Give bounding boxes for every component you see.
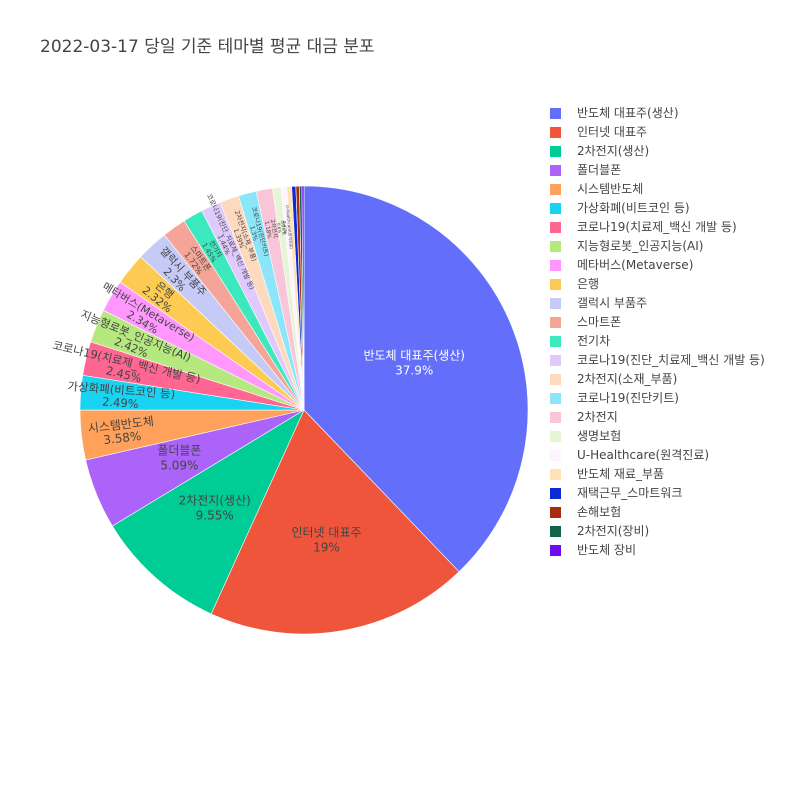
legend-item[interactable]: 반도체 재료_부품: [550, 466, 790, 485]
legend-item[interactable]: 은행: [550, 276, 790, 295]
legend-swatch: [550, 393, 561, 404]
legend-label: 2차전지: [577, 410, 618, 424]
legend-label: 2차전지(장비): [577, 524, 650, 538]
legend-item[interactable]: 코로나19(치료제_백신 개발 등): [550, 219, 790, 238]
legend-label: 은행: [577, 277, 600, 291]
legend-swatch: [550, 374, 561, 385]
slice-percent: 9.55%: [196, 508, 234, 522]
legend-label: 시스템반도체: [577, 182, 644, 196]
legend-label: 코로나19(치료제_백신 개발 등): [577, 220, 737, 234]
legend-item[interactable]: 2차전지(소재_부품): [550, 371, 790, 390]
legend-item[interactable]: 2차전지: [550, 409, 790, 428]
slice-label: U-Healthcare(원격진료): [285, 205, 295, 250]
legend-item[interactable]: 가상화폐(비트코인 등): [550, 200, 790, 219]
legend-label: 메타버스(Metaverse): [577, 258, 694, 272]
slice-percent: 2.49%: [102, 394, 140, 411]
legend-label: 가상화폐(비트코인 등): [577, 201, 690, 215]
legend-swatch: [550, 450, 561, 461]
slice-label: 2차전지(생산): [179, 493, 251, 507]
slice-percent: 19%: [313, 541, 340, 555]
pie-slice[interactable]: [303, 185, 529, 573]
slice-label: 생명보험: [280, 220, 288, 236]
legend-item[interactable]: U-Healthcare(원격진료): [550, 447, 790, 466]
legend-label: 스마트폰: [577, 315, 622, 329]
legend-item[interactable]: 재택근무_스마트워크: [550, 485, 790, 504]
legend-label: 손해보험: [577, 505, 622, 519]
slice-label-group: U-Healthcare(원격진료)0.42%: [282, 205, 295, 250]
slice-percent: 37.9%: [395, 364, 433, 378]
legend-item[interactable]: 반도체 장비: [550, 542, 790, 561]
legend-label: 2차전지(소재_부품): [577, 372, 678, 386]
legend-swatch: [550, 507, 561, 518]
legend-label: 반도체 장비: [577, 543, 637, 557]
pie-slice[interactable]: [111, 409, 305, 615]
slice-percent: 3.58%: [103, 429, 142, 447]
legend-item[interactable]: 반도체 대표주(생산): [550, 105, 790, 124]
legend-item[interactable]: 시스템반도체: [550, 181, 790, 200]
legend-item[interactable]: 코로나19(진단_치료제_백신 개발 등): [550, 352, 790, 371]
legend-swatch: [550, 469, 561, 480]
slice-label: 폴더블폰: [157, 443, 201, 457]
legend-item[interactable]: 갤럭시 부품주: [550, 295, 790, 314]
legend-swatch: [550, 241, 561, 252]
legend-item[interactable]: 지능형로봇_인공지능(AI): [550, 238, 790, 257]
legend-item[interactable]: 2차전지(생산): [550, 143, 790, 162]
legend-label: 코로나19(진단_치료제_백신 개발 등): [577, 353, 765, 367]
legend-swatch: [550, 336, 561, 347]
legend-swatch: [550, 146, 561, 157]
legend-item[interactable]: 코로나19(진단키트): [550, 390, 790, 409]
legend-label: 생명보험: [577, 429, 622, 443]
slice-percent: 1.3%: [248, 225, 259, 242]
legend-item[interactable]: 폴더블폰: [550, 162, 790, 181]
legend-swatch: [550, 260, 561, 271]
slice-label: 인터넷 대표주: [291, 526, 361, 540]
legend-item[interactable]: 생명보험: [550, 428, 790, 447]
chart-title: 2022-03-17 당일 기준 테마별 평균 대금 분포: [40, 37, 375, 57]
slice-percent: 0.42%: [282, 221, 288, 234]
legend-label: 갤럭시 부품주: [577, 296, 648, 310]
legend-swatch: [550, 431, 561, 442]
legend-swatch: [550, 184, 561, 195]
legend-item[interactable]: 2차전지(장비): [550, 523, 790, 542]
legend-swatch: [550, 355, 561, 366]
slice-percent: 5.09%: [160, 458, 198, 472]
slice-label: 2차전지: [269, 219, 280, 239]
legend-label: 전기차: [577, 334, 611, 348]
legend-swatch: [550, 165, 561, 176]
legend-item[interactable]: 손해보험: [550, 504, 790, 523]
legend-label: 2차전지(생산): [577, 144, 650, 158]
legend-swatch: [550, 488, 561, 499]
legend-swatch: [550, 317, 561, 328]
legend-swatch: [550, 203, 561, 214]
pie-slice[interactable]: [301, 185, 305, 411]
slice-percent: 0.6%: [276, 223, 282, 234]
legend-label: U-Healthcare(원격진료): [577, 448, 710, 462]
legend-label: 폴더블폰: [577, 163, 622, 177]
legend-item[interactable]: 스마트폰: [550, 314, 790, 333]
legend-item[interactable]: 메타버스(Metaverse): [550, 257, 790, 276]
legend-swatch: [550, 298, 561, 309]
slice-label: 반도체 대표주(생산): [363, 349, 465, 363]
legend-swatch: [550, 108, 561, 119]
slice-percent: 1.18%: [263, 221, 272, 239]
legend-label: 코로나19(진단키트): [577, 391, 679, 405]
legend-label: 재택근무_스마트워크: [577, 486, 683, 500]
legend-label: 반도체 재료_부품: [577, 467, 665, 481]
legend-label: 지능형로봇_인공지능(AI): [577, 239, 704, 253]
legend-label: 반도체 대표주(생산): [577, 106, 679, 120]
legend-item[interactable]: 인터넷 대표주: [550, 124, 790, 143]
legend-swatch: [550, 526, 561, 537]
legend-swatch: [550, 222, 561, 233]
legend-item[interactable]: 전기차: [550, 333, 790, 352]
pie-slice[interactable]: [210, 409, 460, 635]
legend-swatch: [550, 545, 561, 556]
legend-swatch: [550, 412, 561, 423]
legend-label: 인터넷 대표주: [577, 125, 648, 139]
legend-swatch: [550, 279, 561, 290]
legend-swatch: [550, 127, 561, 138]
